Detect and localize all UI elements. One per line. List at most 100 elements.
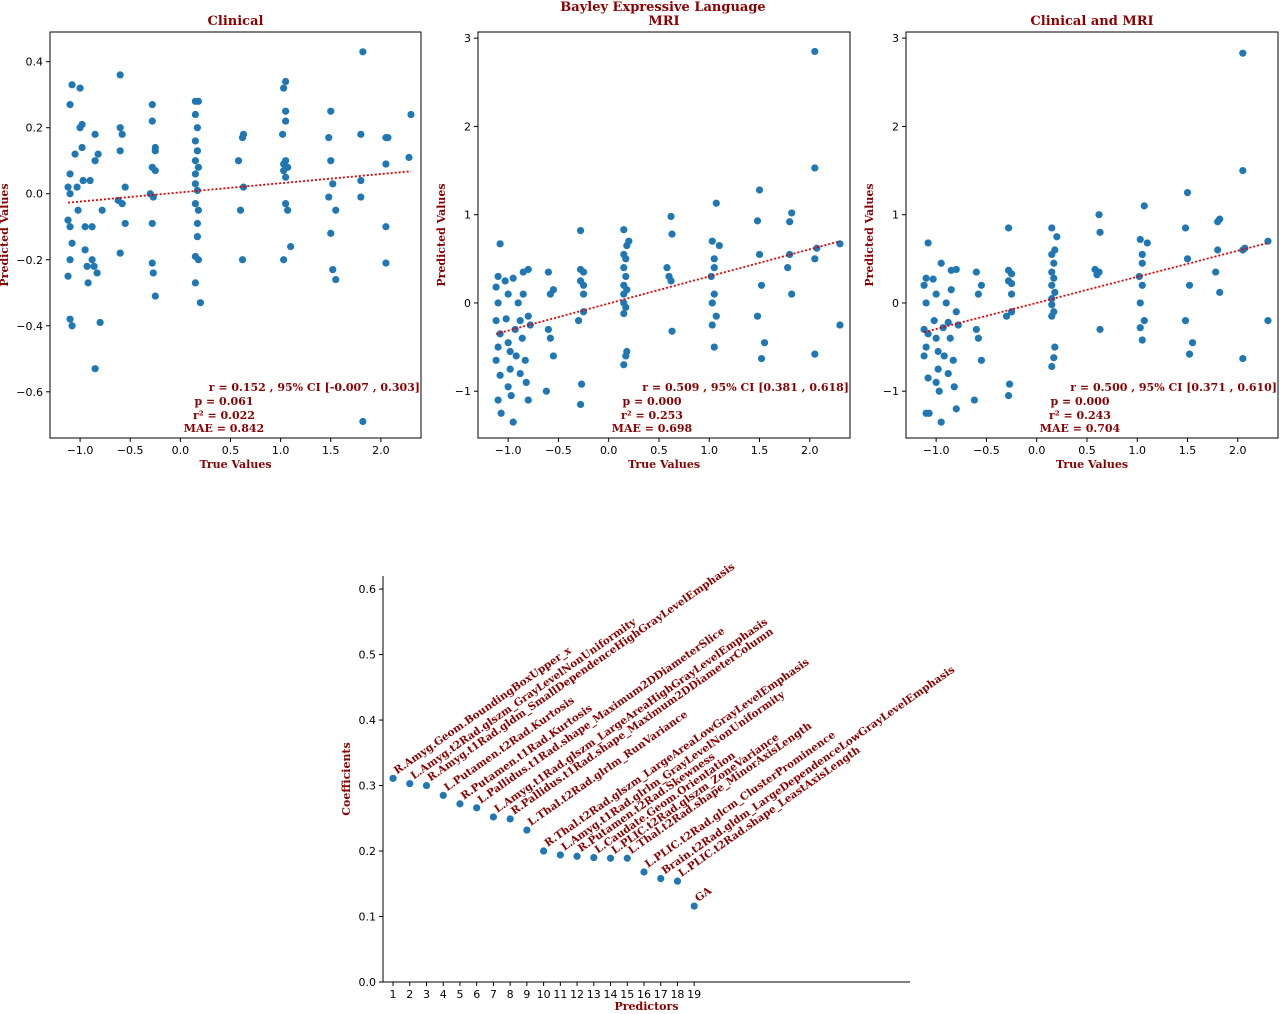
data-point [1143, 239, 1151, 247]
data-point [622, 352, 630, 360]
coefficient-point [556, 851, 564, 859]
data-point [191, 200, 199, 208]
data-point [932, 378, 940, 386]
data-point [509, 418, 517, 426]
data-point [946, 334, 954, 342]
data-point [79, 176, 87, 185]
x-tick-label: 0.0 [600, 444, 618, 457]
mri-scatter-panel: −1.0 −0.5 0.0 0.5 1.0 1.5 2.0 −1 0 1 2 3 MRI True Val… [435, 14, 851, 471]
x-tick-label: 15 [620, 988, 634, 1001]
data-point [1185, 281, 1194, 289]
data-point [952, 265, 960, 274]
x-tick-label: 16 [637, 988, 651, 1001]
data-point [76, 84, 84, 92]
data-point [952, 405, 960, 413]
data-point [118, 130, 126, 138]
data-point [620, 361, 628, 369]
data-point [708, 321, 716, 329]
data-point [949, 356, 957, 364]
data-point [757, 354, 766, 363]
data-point [332, 206, 340, 214]
data-point [1212, 268, 1220, 276]
data-point [710, 264, 718, 272]
data-point [1048, 224, 1056, 232]
data-point [191, 170, 199, 178]
x-tick-label: −1.0 [67, 444, 94, 457]
data-point [148, 219, 156, 228]
panel-title: Clinical and MRI [1030, 14, 1153, 29]
data-point [1239, 49, 1247, 57]
stat-r: r = 0.509 , 95% CI [0.381 , 0.618] [642, 381, 849, 394]
stat-mae: MAE = 0.842 [184, 422, 264, 435]
data-point [492, 283, 500, 291]
data-point [944, 318, 952, 326]
panel-title: Clinical [208, 14, 264, 29]
data-point [1048, 281, 1056, 289]
data-point [121, 183, 129, 191]
data-point [504, 339, 512, 347]
data-point [925, 409, 933, 417]
data-point [148, 259, 156, 267]
data-point [1185, 350, 1194, 358]
data-point [91, 157, 99, 165]
x-tick-label: 2 [406, 988, 413, 1001]
stat-r2: r² = 0.022 [193, 409, 255, 422]
data-point [1050, 259, 1058, 267]
data-point [279, 130, 287, 138]
data-point [753, 312, 762, 320]
y-tick-label: 3 [464, 32, 471, 45]
y-axis-label: Coefficients [340, 742, 353, 815]
data-point [620, 290, 628, 298]
data-point [712, 312, 720, 320]
y-tick-label: 1 [464, 209, 471, 222]
x-tick-label: 1.5 [751, 444, 769, 457]
coefficient-point [640, 868, 648, 876]
data-point [282, 107, 290, 115]
data-point [549, 286, 558, 294]
data-point [924, 330, 932, 338]
x-tick-label: 10 [537, 988, 551, 1001]
data-point [811, 164, 819, 172]
x-tick-label: 2.0 [801, 444, 819, 457]
data-point [194, 206, 202, 214]
data-point [937, 418, 945, 426]
x-tick-label: 1.5 [1179, 444, 1197, 457]
coefficient-point [690, 902, 698, 910]
data-point [1183, 255, 1192, 263]
stat-p: p = 0.000 [622, 395, 681, 408]
data-point [494, 396, 502, 404]
data-point [521, 356, 529, 364]
data-point [66, 190, 74, 198]
x-tick-label: −0.5 [973, 444, 1000, 457]
y-tick-label: 0.0 [26, 188, 44, 201]
data-point [116, 124, 124, 132]
data-point [287, 242, 295, 251]
data-point [507, 392, 515, 400]
data-point [1140, 317, 1148, 325]
data-point [922, 274, 930, 282]
x-tick-label: −0.5 [545, 444, 572, 457]
data-point [1096, 228, 1104, 236]
stat-p: p = 0.000 [1050, 395, 1109, 408]
data-point [620, 264, 628, 272]
data-point [74, 206, 82, 214]
figure-suptitle: Bayley Expressive Language [560, 0, 765, 15]
data-point [329, 180, 337, 188]
regression-line [67, 170, 412, 204]
data-point [935, 387, 943, 395]
data-point [942, 299, 950, 307]
data-point [1214, 246, 1222, 254]
y-tick-label: −0.6 [16, 386, 43, 399]
data-point [715, 241, 723, 250]
data-point [94, 150, 102, 158]
data-point [382, 223, 390, 231]
coefficient-point [573, 852, 581, 860]
data-point [325, 193, 333, 201]
data-point [922, 343, 930, 351]
data-point [755, 186, 764, 194]
stat-mae: MAE = 0.704 [1040, 422, 1121, 435]
data-point [282, 173, 290, 181]
data-point [496, 330, 504, 338]
x-tick-label: 13 [587, 988, 601, 1001]
